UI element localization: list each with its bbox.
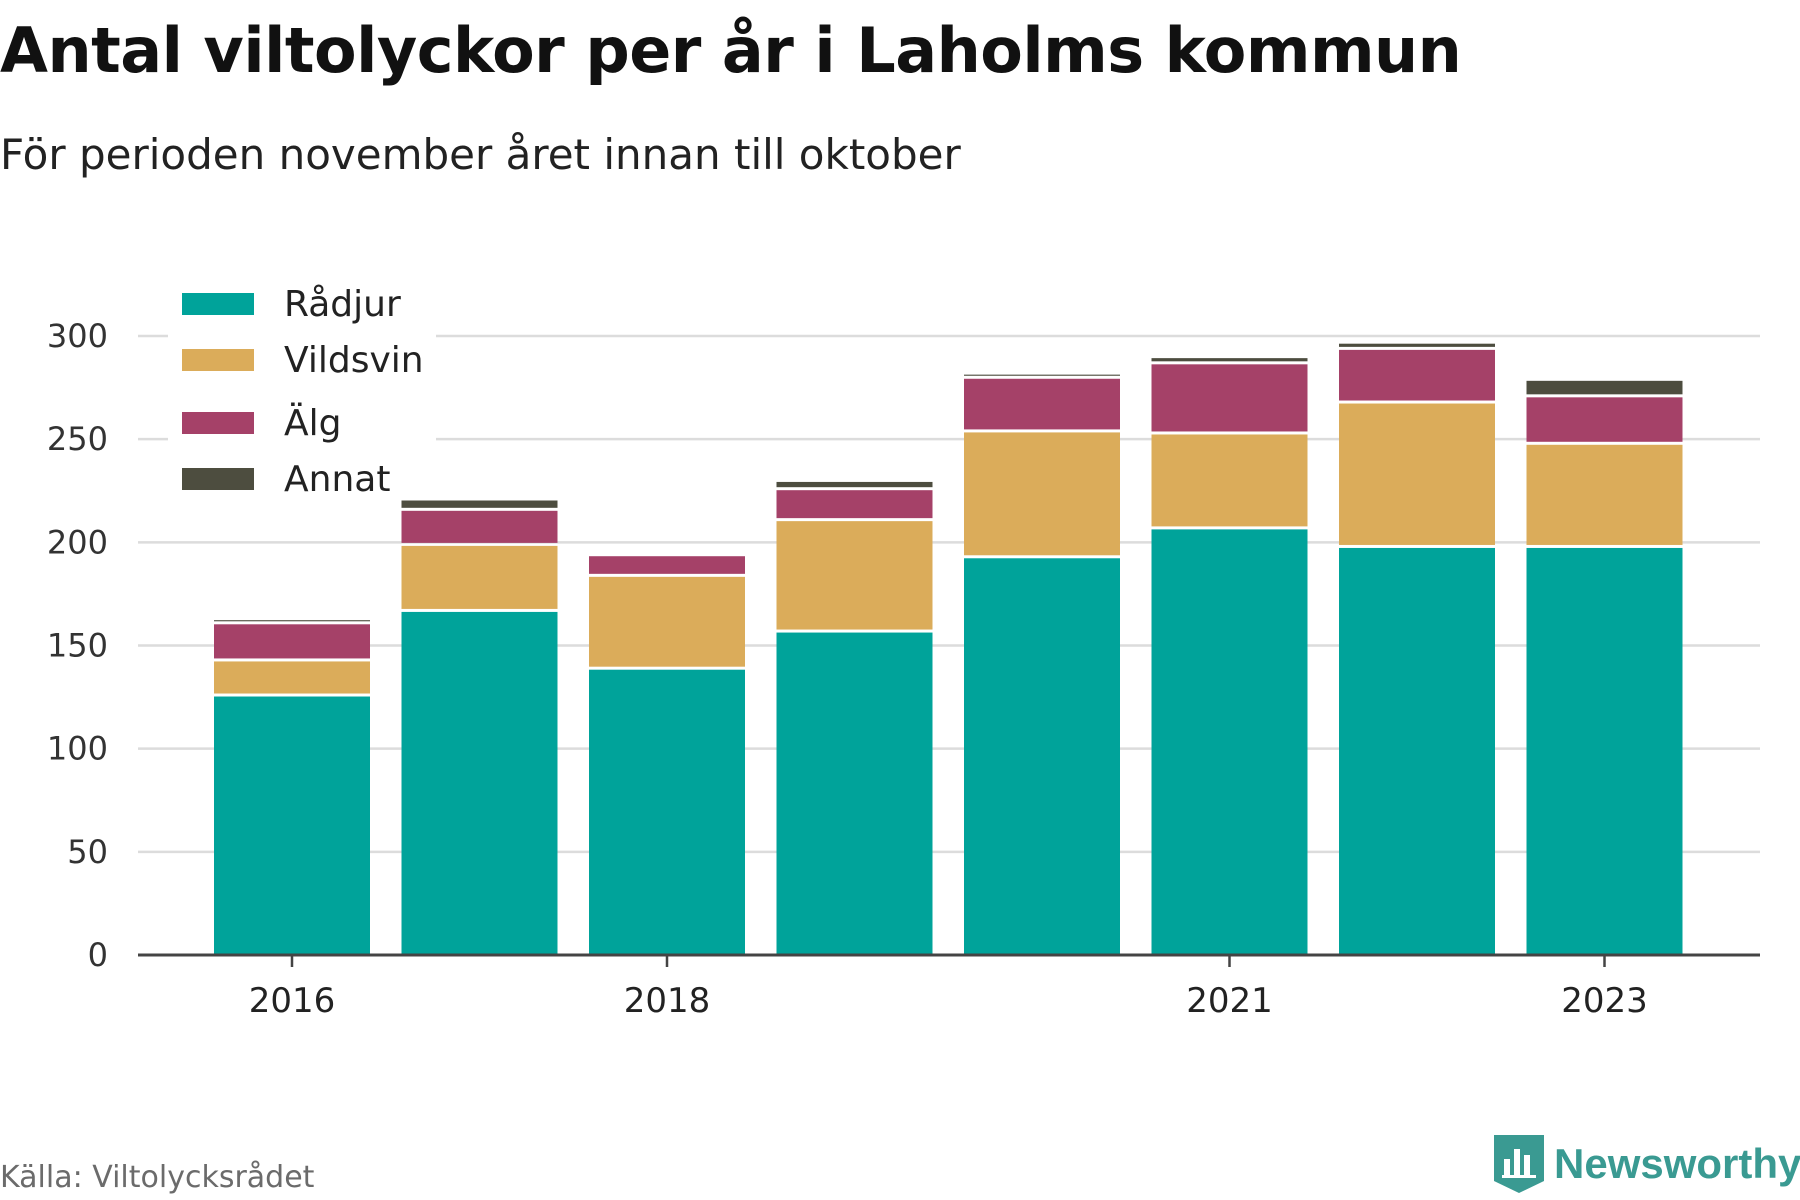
source-note: Källa: Viltolycksrådet (0, 1160, 315, 1195)
bar-segment-rådjur (589, 669, 745, 954)
bar-segment-älg (401, 510, 558, 543)
legend-label: Vildsvin (284, 340, 424, 381)
bar-segment-älg (1339, 349, 1495, 401)
x-axis-ticks: 2016 2018 2021 2023 (249, 955, 1648, 1021)
bar-segment-älg (214, 624, 370, 659)
bar-segment-vildsvin (214, 661, 370, 694)
legend-label: Rådjur (284, 284, 401, 325)
bar-segment-älg (776, 490, 933, 519)
bar-segment-annat (776, 481, 933, 488)
y-tick-label: 100 (47, 730, 108, 768)
bar-segment-älg (1151, 364, 1308, 432)
legend-swatch-vildsvin (182, 349, 254, 371)
bar-segment-annat (214, 620, 370, 622)
bar-segment-rådjur (1151, 529, 1308, 954)
bar-segment-vildsvin (1339, 403, 1495, 545)
bar-segment-vildsvin (776, 521, 933, 630)
bar-segment-älg (589, 556, 745, 574)
y-tick-label: 150 (47, 627, 108, 665)
bar-segment-vildsvin (964, 432, 1120, 556)
brand-logo[interactable]: Newsworthy (1494, 1135, 1800, 1193)
bar-segment-annat (1339, 343, 1495, 347)
legend-swatch-annat (182, 468, 254, 490)
x-tick-label: 2016 (249, 981, 336, 1021)
x-tick-label: 2023 (1561, 981, 1648, 1021)
legend: Rådjur Vildsvin Älg Annat (168, 272, 436, 500)
bar-segment-rådjur (964, 558, 1120, 954)
y-tick-label: 200 (47, 523, 108, 561)
y-tick-label: 250 (47, 420, 108, 458)
bar-segment-annat (1526, 380, 1683, 395)
bar-segment-rådjur (776, 632, 933, 954)
x-tick-label: 2021 (1186, 981, 1273, 1021)
bar-segment-älg (964, 378, 1120, 430)
legend-background (168, 272, 436, 500)
bar-segment-rådjur (1339, 547, 1495, 954)
y-tick-label: 0 (88, 936, 108, 974)
bar-segment-annat (1151, 358, 1308, 362)
bar-segment-rådjur (1526, 547, 1683, 954)
bar-segment-älg (1526, 397, 1683, 442)
y-tick-label: 50 (67, 833, 108, 871)
legend-swatch-älg (182, 412, 254, 434)
brand-name: Newsworthy (1554, 1140, 1800, 1187)
y-tick-label: 300 (47, 317, 108, 355)
bar-segment-vildsvin (1526, 444, 1683, 545)
newsworthy-logo-icon (1494, 1135, 1544, 1193)
x-tick-label: 2018 (624, 981, 711, 1021)
bars (214, 343, 1683, 954)
bar-segment-annat (401, 500, 558, 508)
bar-segment-vildsvin (1151, 434, 1308, 527)
legend-label: Älg (284, 402, 341, 444)
bar-segment-vildsvin (401, 545, 558, 609)
bar-segment-annat (964, 374, 1120, 376)
legend-label: Annat (284, 459, 390, 500)
bar-segment-rådjur (214, 696, 370, 954)
chart-title: Antal viltolyckor per år i Laholms kommu… (0, 14, 1462, 87)
bar-segment-vildsvin (589, 576, 745, 667)
y-axis-ticks: 0 50 100 150 200 250 300 (47, 317, 108, 974)
chart-subtitle: För perioden november året innan till ok… (0, 130, 961, 179)
legend-swatch-rådjur (182, 293, 254, 315)
bar-segment-rådjur (401, 611, 558, 954)
